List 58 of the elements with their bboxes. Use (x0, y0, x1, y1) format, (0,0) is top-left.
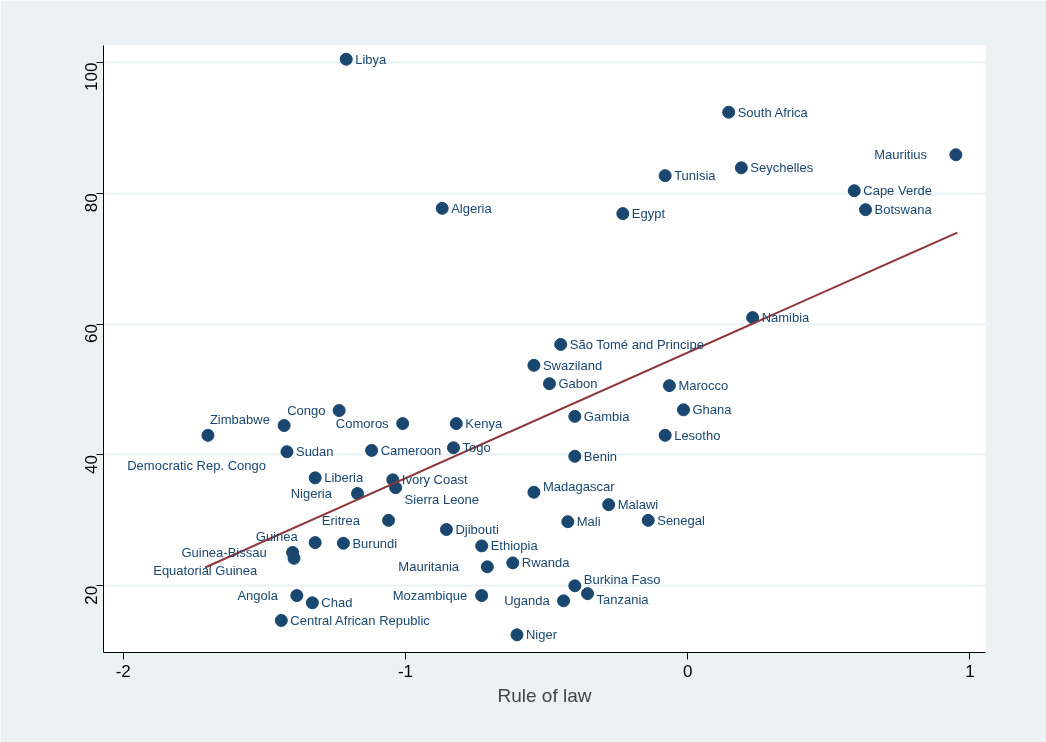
annotation: Ghana (692, 402, 733, 418)
annotation: Mali (576, 514, 601, 530)
annotation: Uganda (504, 593, 551, 609)
annotation: Ethiopia (490, 538, 539, 554)
annotation: Equatorial Guinea (153, 562, 259, 578)
x-tick-label: -2 (115, 661, 131, 681)
annotation: Congo (287, 402, 326, 418)
annotation: Comoros (335, 416, 390, 432)
annotation: Burkina Faso (583, 572, 661, 588)
annotation: Angola (237, 588, 279, 604)
annotation: São Tomé and Principe (569, 336, 704, 352)
annotation: Marocco (678, 378, 729, 394)
annotation: Libya (355, 51, 388, 67)
annotation: Nigeria (290, 486, 333, 502)
annotation: Tunisia (674, 168, 717, 184)
annotation: Gambia (583, 408, 631, 424)
annotation: Ivory Coast (401, 472, 468, 488)
x-tick-label: 1 (965, 661, 975, 681)
annotation: Mauritania (398, 559, 460, 575)
annotation: Swaziland (542, 357, 603, 373)
annotation: Eritrea (321, 512, 361, 528)
annotation: Mozambique (392, 588, 468, 604)
annotation: Rwanda (521, 555, 571, 571)
x-axis-title: Rule of law (497, 684, 592, 706)
annotation: Kenya (465, 416, 503, 432)
annotation: Chad (321, 595, 353, 611)
annotation: Niger (525, 627, 558, 643)
y-tick-label: 80 (82, 193, 102, 213)
y-tick-label: 100 (82, 62, 102, 91)
y-tick-label: 20 (82, 585, 102, 605)
annotation: Namibia (761, 310, 811, 326)
annotation: Algeria (451, 200, 493, 216)
y-tick-label: 60 (82, 324, 102, 344)
annotation: Senegal (657, 512, 706, 528)
annotation: Mauritius (874, 147, 928, 163)
annotation: South Africa (737, 104, 809, 120)
annotation: Egypt (631, 206, 666, 222)
annotation: Tanzania (596, 592, 650, 608)
annotation: Democratic Rep. Congo (127, 457, 266, 473)
annotation: Madagascar (542, 478, 616, 494)
annotation: Sierra Leone (404, 492, 480, 508)
annotation: Liberia (324, 470, 364, 486)
annotation: Zimbabwe (209, 412, 270, 428)
annotation: Botswana (874, 202, 933, 218)
annotation: Cape Verde (863, 183, 932, 199)
x-tick-label: -1 (397, 661, 414, 681)
annotation: Malawi (617, 497, 659, 513)
y-tick-label: 40 (82, 454, 102, 474)
annotation: Lesotho (674, 427, 721, 443)
annotation: Central African Republic (290, 612, 431, 628)
annotation: Djibouti (455, 522, 499, 538)
annotation: Gabon (558, 376, 598, 392)
annotation: Sudan (295, 444, 334, 460)
annotation: Seychelles (750, 160, 814, 176)
annotation: Benin (583, 448, 618, 464)
annotation: Burundi (352, 535, 398, 551)
x-tick-label: 0 (683, 661, 693, 681)
annotation: Cameroon (380, 442, 442, 458)
